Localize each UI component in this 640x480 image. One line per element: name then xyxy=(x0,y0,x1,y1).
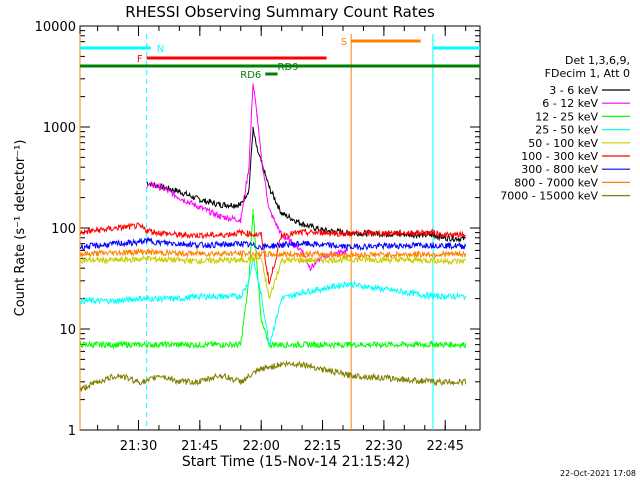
x-tick-label: 22:45 xyxy=(427,439,464,454)
y-tick-label: 1000 xyxy=(43,121,76,136)
series-line xyxy=(146,126,466,243)
series-line xyxy=(146,83,348,272)
chart-title: RHESSI Observing Summary Count Rates xyxy=(125,3,435,21)
series-line xyxy=(79,208,467,350)
x-tick-label: 22:00 xyxy=(242,439,279,454)
legend-entry-label: 100 - 300 keV xyxy=(521,150,598,163)
flag-label: N xyxy=(157,44,164,55)
series-line xyxy=(79,257,467,346)
series-line xyxy=(79,247,467,260)
series-line xyxy=(79,359,467,392)
y-tick-label: 1 xyxy=(68,424,76,439)
y-tick-label: 10000 xyxy=(35,20,76,35)
flag-label: RD9 xyxy=(278,62,299,73)
footer-timestamp: 22-Oct-2021 17:08 xyxy=(560,469,636,478)
series-line xyxy=(79,254,466,300)
flag-label: F xyxy=(137,54,143,65)
y-tick-label: 10 xyxy=(59,323,76,338)
series-line xyxy=(79,236,467,252)
x-tick-label: 22:30 xyxy=(365,439,402,454)
legend-entry-label: 12 - 25 keV xyxy=(535,110,598,123)
x-tick-label: 21:30 xyxy=(120,439,157,454)
legend-entry-label: 6 - 12 keV xyxy=(542,97,598,110)
flag-label: S xyxy=(341,37,347,48)
y-tick-label: 100 xyxy=(51,222,76,237)
legend-header: FDecim 1, Att 0 xyxy=(545,67,630,80)
y-axis-title: Count Rate (s⁻¹ detector⁻¹) xyxy=(13,140,28,317)
plot-area: 1 10 100 1000 10000 21:30 21:45 22:00 22:15 22:30… xyxy=(35,20,481,454)
plot-frame xyxy=(79,25,481,431)
series-line xyxy=(79,222,467,285)
legend-entry-label: 300 - 800 keV xyxy=(521,163,598,176)
x-tick-label: 22:15 xyxy=(304,439,341,454)
x-axis-title: Start Time (15-Nov-14 21:15:42) xyxy=(182,454,410,470)
legend-header: Det 1,3,6,9, xyxy=(565,54,630,67)
legend-entry-label: 50 - 100 keV xyxy=(528,137,598,150)
legend-entry-label: 3 - 6 keV xyxy=(549,84,598,97)
legend-entry-label: 25 - 50 keV xyxy=(535,124,598,137)
x-tick-label: 21:45 xyxy=(181,439,218,454)
flag-label: RD6 xyxy=(240,70,261,81)
legend-entry-label: 7000 - 15000 keV xyxy=(500,190,598,203)
legend-entry-label: 800 - 7000 keV xyxy=(514,176,598,189)
